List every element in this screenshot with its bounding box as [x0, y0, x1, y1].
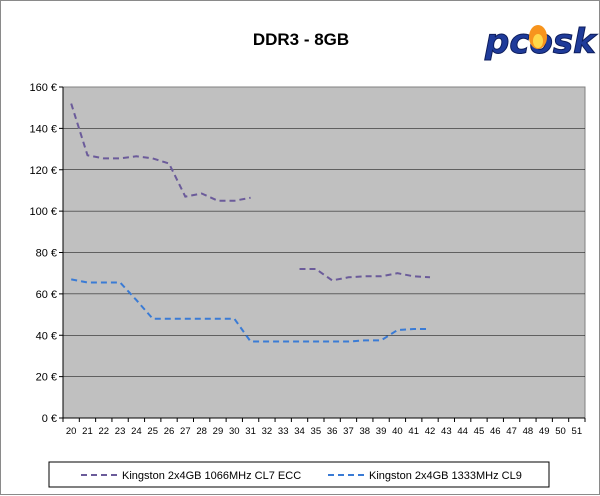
- x-tick-label: 37: [343, 426, 354, 437]
- x-tick-label: 48: [523, 426, 534, 437]
- y-tick-label: 80 €: [36, 248, 57, 260]
- y-tick-label: 140 €: [29, 123, 57, 135]
- y-tick-label: 100 €: [29, 206, 57, 218]
- x-tick-label: 35: [311, 426, 322, 437]
- x-tick-label: 47: [506, 426, 517, 437]
- x-tick-label: 30: [229, 426, 240, 437]
- legend-box: [48, 461, 550, 488]
- x-tick-label: 50: [555, 426, 566, 437]
- y-tick-label: 160 €: [29, 82, 57, 94]
- legend-label-series-2: Kingston 2x4GB 1333MHz CL9: [369, 470, 522, 482]
- flame-icon: [529, 25, 547, 49]
- x-tick-label: 26: [164, 426, 175, 437]
- x-tick-label: 51: [572, 426, 583, 437]
- x-tick-label: 32: [262, 426, 273, 437]
- legend-label-series-1: Kingston 2x4GB 1066MHz CL7 ECC: [122, 470, 301, 482]
- pcosk-logo: pcosk: [484, 22, 599, 63]
- x-tick-label: 22: [98, 426, 109, 437]
- x-tick-label: 25: [147, 426, 158, 437]
- x-tick-label: 40: [392, 426, 403, 437]
- x-tick-label: 38: [359, 426, 370, 437]
- chart-title: DDR3 - 8GB: [253, 30, 349, 49]
- series-line-1: [299, 268, 431, 282]
- x-tick-label: 33: [278, 426, 289, 437]
- y-tick-label: 40 €: [36, 330, 57, 342]
- y-tick-label: 0 €: [42, 413, 57, 425]
- x-tick-label: 31: [245, 426, 256, 437]
- x-tick-label: 41: [408, 426, 419, 437]
- x-tick-label: 34: [294, 426, 305, 437]
- x-tick-label: 39: [376, 426, 387, 437]
- x-tick-label: 28: [196, 426, 207, 437]
- series-line-2: [71, 278, 430, 343]
- y-tick-label: 120 €: [29, 165, 57, 177]
- x-tick-label: 23: [115, 426, 126, 437]
- x-tick-label: 44: [457, 426, 468, 437]
- x-tick-label: 42: [425, 426, 436, 437]
- x-tick-label: 24: [131, 426, 142, 437]
- x-tick-label: 20: [66, 426, 77, 437]
- series-line-1: [70, 103, 251, 202]
- x-tick-label: 46: [490, 426, 501, 437]
- x-tick-label: 36: [327, 426, 338, 437]
- x-tick-label: 49: [539, 426, 550, 437]
- x-tick-label: 43: [441, 426, 452, 437]
- x-tick-label: 45: [474, 426, 485, 437]
- legend: Kingston 2x4GB 1066MHz CL7 ECC Kingston …: [48, 461, 550, 488]
- plot-area: 0 € 20 € 40 € 60 € 80 € 100 € 120 € 140 € 160 € 2…: [29, 82, 586, 437]
- x-tick-label: 29: [213, 426, 224, 437]
- y-tick-label: 20 €: [36, 372, 57, 384]
- x-tick-label: 27: [180, 426, 191, 437]
- x-tick-label: 21: [82, 426, 93, 437]
- y-tick-label: 60 €: [36, 289, 57, 301]
